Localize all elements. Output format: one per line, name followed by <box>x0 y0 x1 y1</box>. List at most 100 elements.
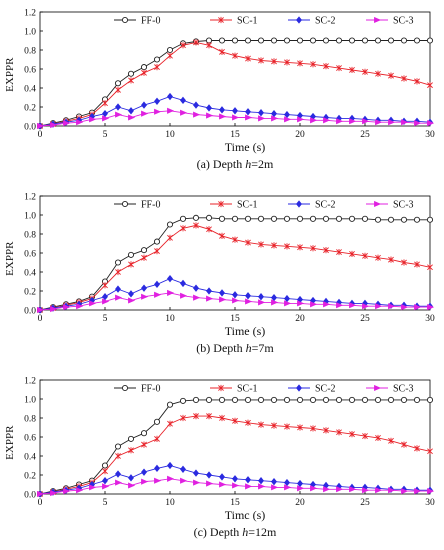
y-tick-label: 0.8 <box>24 230 36 240</box>
data-point <box>102 282 108 289</box>
data-point <box>193 111 201 118</box>
data-point <box>128 474 134 482</box>
data-point <box>271 58 277 65</box>
data-point <box>128 447 134 454</box>
data-point <box>401 119 409 126</box>
data-point <box>244 215 252 222</box>
data-point <box>232 107 238 115</box>
data-point <box>427 82 433 89</box>
legend-marker <box>121 384 129 392</box>
legend-entry-sc-2: SC-2 <box>288 384 336 395</box>
data-point <box>349 118 357 125</box>
data-point <box>322 396 330 404</box>
caption-variable: h <box>245 157 251 171</box>
data-point <box>309 396 317 404</box>
data-point <box>232 297 240 304</box>
data-point <box>245 476 251 484</box>
legend-entry-sc-3: SC-3 <box>366 16 414 27</box>
data-point <box>387 37 395 44</box>
data-point <box>192 396 200 404</box>
legend-marker <box>218 16 224 24</box>
data-point <box>414 445 420 452</box>
data-point <box>375 487 383 494</box>
data-point <box>76 487 84 494</box>
data-point <box>310 245 316 252</box>
y-tick-label: 0.4 <box>24 268 36 278</box>
legend-label: FF-0 <box>141 16 160 27</box>
data-point <box>401 75 407 82</box>
data-point <box>271 115 279 122</box>
data-point <box>37 490 45 498</box>
data-point <box>141 293 149 300</box>
data-point <box>362 487 370 494</box>
data-point <box>154 248 160 255</box>
data-point <box>309 37 317 44</box>
data-point <box>102 468 108 475</box>
data-point <box>284 243 290 250</box>
series-sc-3 <box>37 475 435 498</box>
legend-marker <box>296 384 302 392</box>
data-point <box>166 401 174 408</box>
data-point <box>297 244 303 251</box>
data-point <box>153 418 161 425</box>
panel-caption: (a) Depth h=2m <box>197 157 274 171</box>
data-point <box>232 52 238 59</box>
data-point <box>323 63 329 70</box>
data-point <box>114 259 122 266</box>
y-tick-label: 0.8 <box>24 414 36 424</box>
x-tick-label: 5 <box>103 314 108 324</box>
x-tick-label: 25 <box>360 498 370 508</box>
data-point <box>349 302 357 309</box>
data-point <box>427 120 435 127</box>
legend-label: SC-3 <box>393 384 414 395</box>
data-point <box>179 397 187 404</box>
data-point <box>336 429 342 436</box>
data-point <box>374 396 382 404</box>
data-point <box>414 261 420 268</box>
data-point <box>219 414 225 422</box>
series-sc-1 <box>37 222 433 314</box>
data-point <box>154 64 160 71</box>
data-point <box>37 122 45 130</box>
data-point <box>141 101 147 109</box>
x-tick-label: 0 <box>38 314 43 324</box>
x-tick-label: 30 <box>425 314 435 324</box>
data-point <box>154 280 160 289</box>
legend-entry-sc-2: SC-2 <box>288 16 336 27</box>
legend-entry-sc-1: SC-1 <box>210 16 258 27</box>
x-tick-label: 0 <box>38 130 43 140</box>
data-point <box>193 413 199 420</box>
data-point <box>257 215 265 222</box>
data-point <box>115 268 121 276</box>
data-point <box>154 477 162 484</box>
data-point <box>258 477 264 485</box>
legend-entry-sc-1: SC-1 <box>210 384 258 395</box>
data-point <box>245 239 251 246</box>
data-point <box>245 483 253 490</box>
x-tick-label: 20 <box>295 314 305 324</box>
data-point <box>323 117 331 124</box>
caption-prefix: (c) Depth <box>194 525 243 539</box>
data-point <box>361 215 369 222</box>
data-point <box>231 396 239 404</box>
data-point <box>115 479 123 486</box>
data-point <box>218 215 226 222</box>
legend-entry-sc-3: SC-3 <box>366 200 414 211</box>
x-tick-label: 15 <box>230 314 240 324</box>
x-tick-label: 10 <box>165 314 175 324</box>
data-point <box>115 452 121 460</box>
data-point <box>414 120 422 127</box>
series-ff-0 <box>36 214 434 314</box>
data-point <box>128 297 136 304</box>
data-point <box>154 435 160 442</box>
data-point <box>413 396 421 404</box>
data-point <box>127 435 135 442</box>
legend-label: SC-2 <box>315 16 336 27</box>
legend-marker <box>374 16 382 24</box>
x-tick-label: 10 <box>165 498 175 508</box>
x-axis-label: Time (s) <box>225 324 266 338</box>
data-point <box>127 251 135 258</box>
data-point <box>180 225 186 232</box>
legend-label: SC-2 <box>315 384 336 395</box>
data-point <box>193 294 201 301</box>
